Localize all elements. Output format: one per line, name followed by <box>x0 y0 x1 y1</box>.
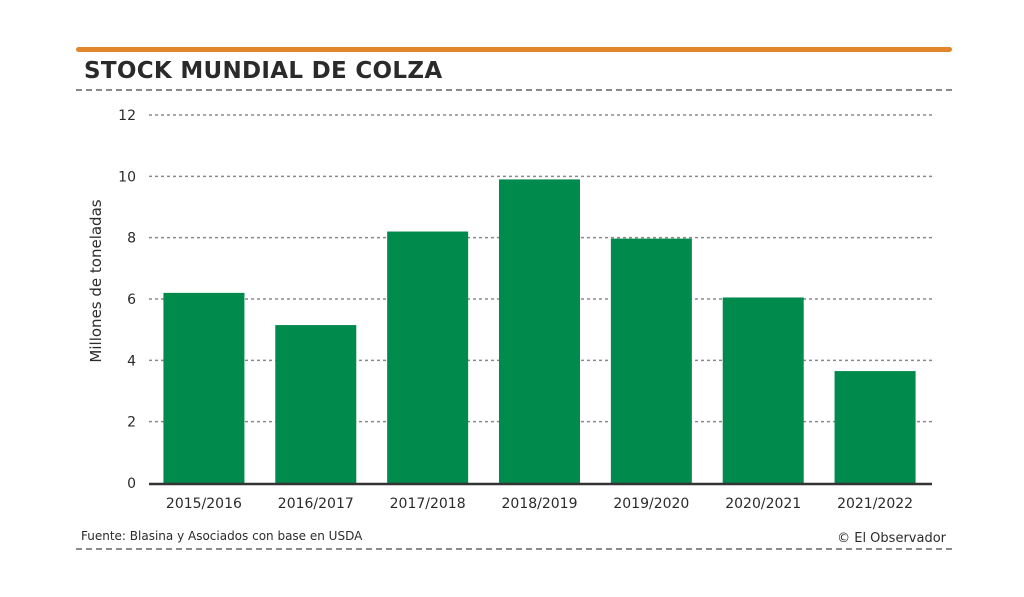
footer-divider <box>76 548 952 550</box>
y-axis-label: Millones de toneladas <box>87 199 105 362</box>
chart-title: STOCK MUNDIAL DE COLZA <box>84 58 443 84</box>
source-note: Fuente: Blasina y Asociados con base en … <box>81 529 363 543</box>
y-tick-label: 0 <box>127 476 136 492</box>
y-tick-label: 12 <box>118 108 136 124</box>
x-tick-label: 2015/2016 <box>166 496 242 512</box>
bar-2018-2019 <box>499 179 580 483</box>
x-tick-label: 2020/2021 <box>725 496 801 512</box>
bar-2021-2022 <box>834 371 916 483</box>
bar-2017-2018 <box>387 231 469 483</box>
y-tick-label: 10 <box>118 169 136 185</box>
bar-2015-2016 <box>163 292 245 483</box>
y-axis-ticks: 0 2 4 6 8 10 12 <box>118 108 136 492</box>
bar-2020-2021 <box>722 297 804 483</box>
x-tick-label: 2021/2022 <box>837 496 913 512</box>
title-divider <box>76 89 952 91</box>
bar-2019-2020 <box>610 238 692 483</box>
bar-2016-2017 <box>275 325 357 483</box>
x-tick-label: 2018/2019 <box>502 496 578 512</box>
y-tick-label: 8 <box>127 231 136 247</box>
y-tick-label: 2 <box>127 415 136 431</box>
x-tick-label: 2016/2017 <box>278 496 354 512</box>
credit-note: © El Observador <box>837 531 946 546</box>
top-accent-rule <box>76 47 952 52</box>
y-tick-label: 6 <box>127 292 136 308</box>
x-tick-label: 2017/2018 <box>390 496 466 512</box>
x-axis-labels: 2015/2016 2016/2017 2017/2018 2018/2019 2019… <box>166 496 913 512</box>
bars <box>163 179 916 483</box>
x-tick-label: 2019/2020 <box>613 496 689 512</box>
y-tick-label: 4 <box>127 353 136 369</box>
